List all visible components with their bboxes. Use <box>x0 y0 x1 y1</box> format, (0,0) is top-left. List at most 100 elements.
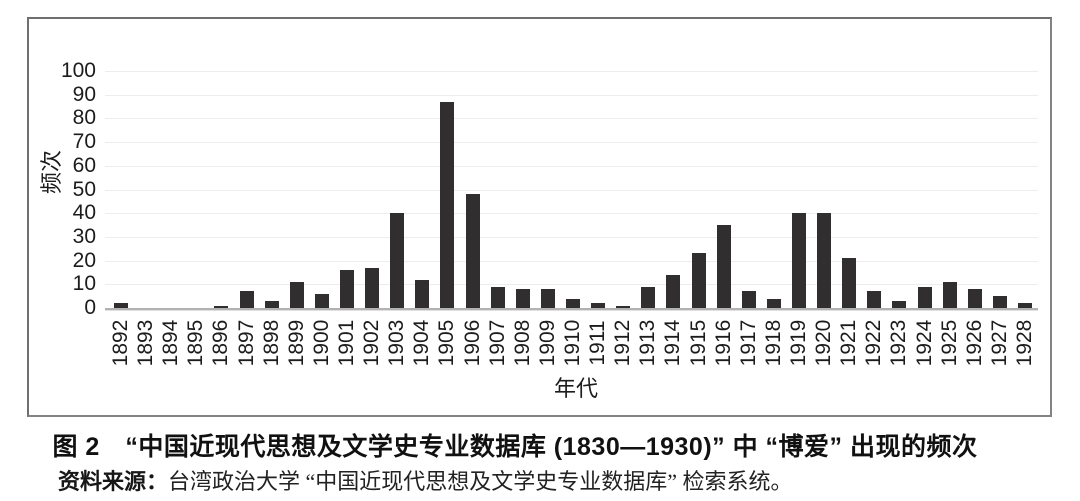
bar-1914 <box>666 274 681 308</box>
plot-area: 0 10 20 30 40 50 60 70 80 90 100 1892 1893 1894 1895 18… <box>29 19 1050 415</box>
bar-1928 <box>1017 303 1032 308</box>
x-tick-label-1900: 1900 <box>309 319 333 367</box>
x-tick-label-1919: 1919 <box>786 319 810 367</box>
source-text: 台湾政治大学 “中国近现代思想及文学史专业数据库” 检索系统。 <box>168 469 793 494</box>
bar-1898 <box>264 300 279 308</box>
x-tick-label-1893: 1893 <box>134 319 158 367</box>
x-tick-label-1907: 1907 <box>485 319 509 367</box>
x-tick-label-1922: 1922 <box>862 319 886 367</box>
bar-1920 <box>817 213 832 308</box>
x-tick-label-1917: 1917 <box>736 319 760 367</box>
y-tick-label-40: 40 <box>72 201 96 225</box>
x-tick-label-1914: 1914 <box>661 319 685 367</box>
bar-1926 <box>967 289 982 308</box>
bar-1900 <box>314 293 329 308</box>
x-tick-label-1920: 1920 <box>812 319 836 367</box>
x-tick-label-1898: 1898 <box>259 319 283 367</box>
gridline-30 <box>105 236 1038 238</box>
bar-1927 <box>992 296 1007 308</box>
x-tick-label-1899: 1899 <box>284 319 308 367</box>
axis-baseline-shadow <box>105 310 1038 311</box>
bar-1908 <box>515 289 530 308</box>
x-tick-label-1910: 1910 <box>560 319 584 367</box>
bar-1925 <box>942 281 957 308</box>
x-tick-label-1894: 1894 <box>159 319 183 367</box>
bar-1924 <box>917 286 932 308</box>
x-tick-label-1913: 1913 <box>636 319 660 367</box>
figure-caption: 图 2 “中国近现代思想及文学史专业数据库 (1830—1930)” 中 “博爱… <box>52 433 978 461</box>
gridline-80 <box>105 118 1038 120</box>
x-tick-label-1928: 1928 <box>1012 319 1036 367</box>
x-tick-label-1895: 1895 <box>184 319 208 367</box>
gridline-70 <box>105 142 1038 144</box>
x-tick-label-1918: 1918 <box>761 319 785 367</box>
x-tick-label-1908: 1908 <box>510 319 534 367</box>
axis-baseline <box>105 308 1038 310</box>
bar-1916 <box>716 225 731 308</box>
x-tick-label-1921: 1921 <box>837 319 861 367</box>
x-tick-label-1892: 1892 <box>109 319 132 367</box>
y-tick-label-80: 80 <box>72 106 96 130</box>
y-tick-label-70: 70 <box>72 130 96 154</box>
gridline-10 <box>105 284 1038 286</box>
bar-1897 <box>239 291 254 308</box>
y-tick-label-100: 100 <box>60 59 96 82</box>
y-tick-label-30: 30 <box>72 224 96 248</box>
bar-1915 <box>691 253 706 308</box>
bar-1899 <box>289 281 304 308</box>
y-tick-label-90: 90 <box>72 82 96 106</box>
x-tick-label-1916: 1916 <box>711 319 735 367</box>
bar-1912 <box>616 305 631 308</box>
bar-1917 <box>741 291 756 308</box>
bar-1909 <box>540 289 555 308</box>
bar-1892 <box>114 303 128 308</box>
gridline-60 <box>105 165 1038 167</box>
bar-1907 <box>490 286 505 308</box>
x-tick-label-1924: 1924 <box>912 319 936 367</box>
x-tick-label-1926: 1926 <box>962 319 986 367</box>
chart-frame: 0 10 20 30 40 50 60 70 80 90 100 1892 1893 1894 1895 18… <box>27 17 1052 417</box>
gridline-90 <box>105 94 1038 96</box>
gridline-50 <box>105 189 1038 191</box>
bar-1904 <box>415 279 430 308</box>
bar-1919 <box>791 213 806 308</box>
x-tick-label-1897: 1897 <box>234 319 258 367</box>
source-label: 资料来源： <box>58 469 169 494</box>
bar-1896 <box>214 305 229 308</box>
x-tick-label-1902: 1902 <box>360 319 384 367</box>
x-tick-label-1923: 1923 <box>887 319 911 367</box>
x-tick-label-1909: 1909 <box>535 319 559 367</box>
bar-1905 <box>440 101 455 308</box>
x-tick-label-1927: 1927 <box>987 319 1011 367</box>
y-tick-label-50: 50 <box>72 177 96 201</box>
bar-1921 <box>842 258 857 308</box>
y-tick-label-60: 60 <box>72 153 96 177</box>
bar-1911 <box>591 303 606 308</box>
bar-1902 <box>365 267 380 308</box>
bar-1901 <box>339 270 354 308</box>
y-tick-label-0: 0 <box>84 296 96 319</box>
bar-1910 <box>565 298 580 308</box>
gridline-20 <box>105 260 1038 262</box>
x-tick-label-1925: 1925 <box>937 319 961 367</box>
y-tick-label-20: 20 <box>72 248 96 272</box>
x-tick-label-1896: 1896 <box>209 319 233 367</box>
gridline-40 <box>105 213 1038 215</box>
x-tick-label-1901: 1901 <box>334 319 358 367</box>
gridline-100 <box>105 71 1038 72</box>
x-tick-label-1904: 1904 <box>410 319 434 367</box>
x-tick-label-1911: 1911 <box>586 320 610 366</box>
x-tick-label-1915: 1915 <box>686 319 710 367</box>
x-tick-label-1906: 1906 <box>460 319 484 367</box>
x-tick-label-1912: 1912 <box>611 319 635 367</box>
bar-1922 <box>867 291 882 308</box>
bar-1913 <box>641 286 656 308</box>
y-axis-title: 频次 <box>39 150 64 195</box>
y-tick-label-10: 10 <box>72 272 96 296</box>
bar-1918 <box>766 298 781 308</box>
x-tick-label-1903: 1903 <box>385 319 409 367</box>
figure-source: 资料来源：台湾政治大学 “中国近现代思想及文学史专业数据库” 检索系统。 <box>58 468 793 496</box>
bar-1903 <box>390 213 405 308</box>
x-tick-label-1905: 1905 <box>435 319 459 367</box>
